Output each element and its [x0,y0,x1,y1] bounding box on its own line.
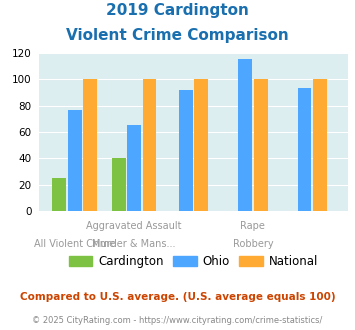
Bar [143,79,157,211]
Text: Murder & Mans...: Murder & Mans... [92,239,176,249]
Bar [194,79,208,211]
Text: Violent Crime Comparison: Violent Crime Comparison [66,28,289,43]
Text: 2019 Cardington: 2019 Cardington [106,3,249,18]
Text: Rape: Rape [240,221,265,231]
Bar [297,88,311,211]
Bar [313,79,327,211]
Bar [68,110,82,211]
Text: © 2025 CityRating.com - https://www.cityrating.com/crime-statistics/: © 2025 CityRating.com - https://www.city… [32,316,323,325]
Text: Compared to U.S. average. (U.S. average equals 100): Compared to U.S. average. (U.S. average … [20,292,335,302]
Text: Robbery: Robbery [233,239,273,249]
Bar [52,178,66,211]
Text: All Violent Crime: All Violent Crime [34,239,115,249]
Bar [253,79,268,211]
Bar [238,59,252,211]
Bar [179,90,193,211]
Legend: Cardington, Ohio, National: Cardington, Ohio, National [64,250,323,273]
Bar [83,79,97,211]
Bar [127,125,141,211]
Text: Aggravated Assault: Aggravated Assault [86,221,182,231]
Bar [112,158,126,211]
